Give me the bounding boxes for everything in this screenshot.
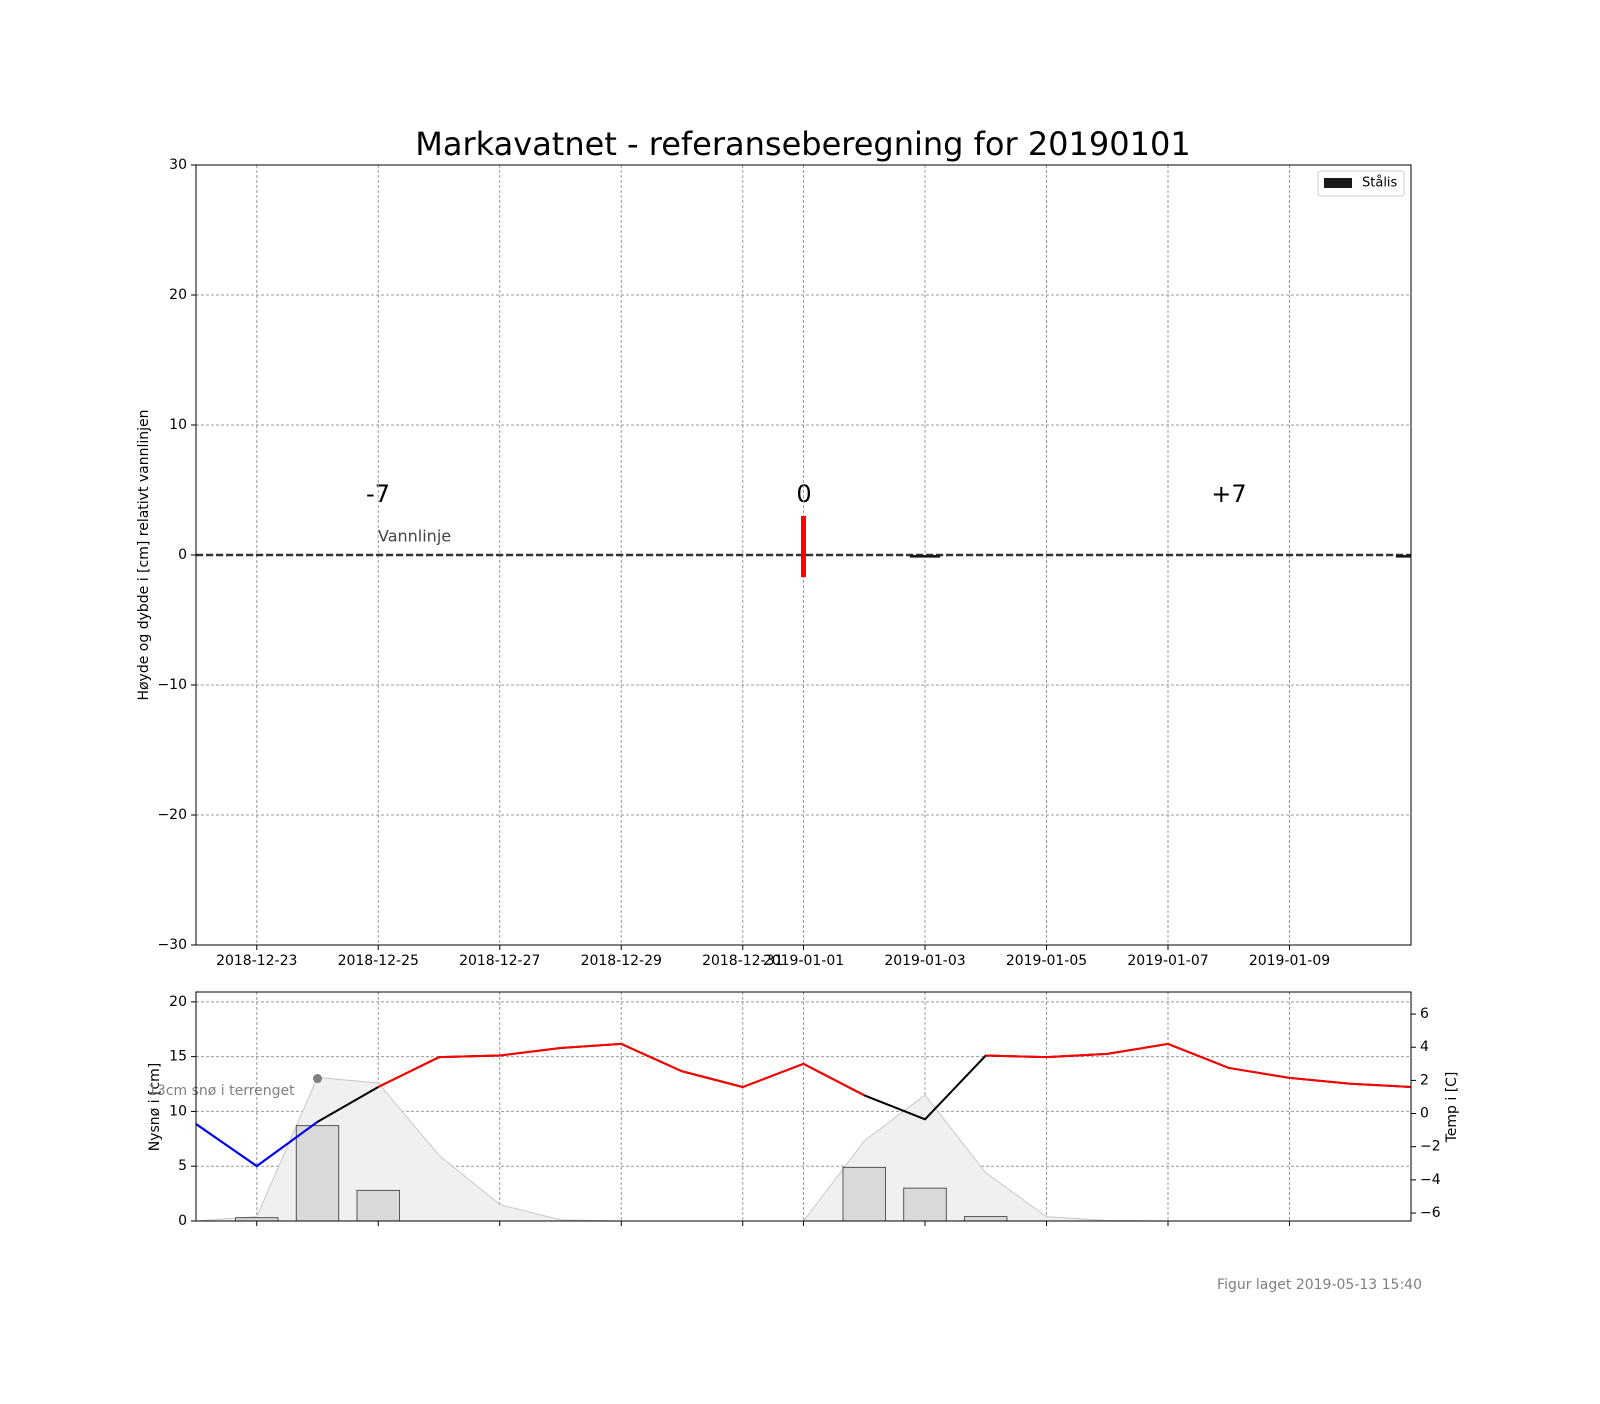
y2-tick-label: −6 [1420,1205,1441,1221]
y-tick-label: 0 [178,547,187,563]
y2-tick-label: 6 [1420,1006,1429,1022]
x-tick-label: 2019-01-09 [1249,953,1330,969]
y-tick-label: 15 [169,1049,187,1065]
y-tick-label: −30 [157,937,187,953]
y-tick-label: 0 [178,1213,187,1229]
y2-tick-label: 0 [1420,1106,1429,1122]
new-snow-bar [903,1187,947,1221]
annotation: 0 [796,480,811,508]
legend-swatch [1324,178,1352,188]
y-axis-label: Nysnø i [cm] [147,1063,163,1152]
legend-box [1317,170,1405,197]
x-tick-label: 2018-12-27 [459,953,540,969]
ice-bar [909,555,941,558]
footer: Figur laget 2019-05-13 15:40 [1217,1277,1422,1293]
x-tick-label: 2018-12-31 [702,953,783,969]
new-snow-bar [356,1189,400,1221]
axes-frame [195,164,1412,946]
y2-tick-label: −2 [1420,1139,1441,1155]
annotation: +7 [1211,480,1246,508]
x-tick-label: 2018-12-29 [581,953,662,969]
snow-note-dot [313,1074,322,1084]
new-snow-bar [295,1125,340,1221]
x-tick-label: 2018-12-25 [338,953,419,969]
y2-axis-label: Temp i [C] [1444,1072,1460,1144]
temperature-line [196,1121,319,1168]
y-tick-label: −10 [157,677,187,693]
snow-note: 13cm snø i terrenget [148,1083,295,1099]
y-tick-label: −20 [157,807,187,823]
x-tick-label: 2019-01-01 [763,953,844,969]
ice-bar [1395,555,1411,558]
y-tick-label: 10 [169,417,187,433]
x-tick-label: 2018-12-23 [216,953,297,969]
plot-area [196,1042,1411,1221]
y2-tick-label: −4 [1420,1172,1441,1188]
y2-tick-label: 2 [1420,1072,1429,1088]
y-tick-label: 20 [169,994,187,1010]
y-tick-label: 10 [169,1103,187,1119]
annotation: -7 [366,480,390,508]
plot-area [196,553,1411,558]
new-snow-bar [842,1166,886,1221]
waterline-label: Vannlinje [378,527,451,546]
y-tick-label: 5 [178,1158,187,1174]
x-tick-label: 2019-01-05 [1006,953,1087,969]
axes-frame [195,991,1412,1222]
chart-title: Markavatnet - referanseberegning for 201… [415,125,1190,163]
legend-label: Stålis [1362,176,1398,191]
y-tick-label: 30 [169,157,187,173]
y2-tick-label: 4 [1420,1039,1429,1055]
x-tick-label: 2019-01-03 [884,953,965,969]
y-axis-label: Høyde og dybde i [cm] relativt vannlinje… [136,409,152,700]
x-tick-label: 2019-01-07 [1127,953,1208,969]
temperature-line [377,1042,1411,1097]
y-tick-label: 20 [169,287,187,303]
new-snow-bar [964,1216,1008,1221]
